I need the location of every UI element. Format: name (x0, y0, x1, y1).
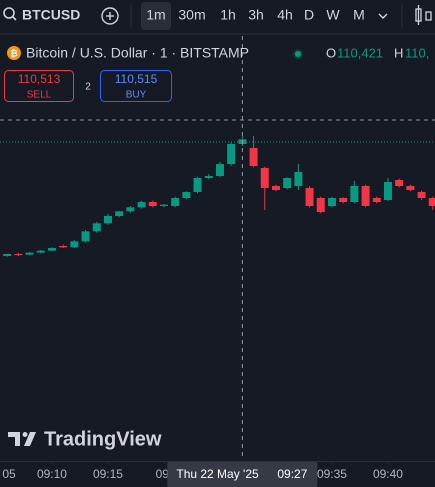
x-tick-label: 09:40 (373, 467, 403, 481)
candle-body (70, 241, 79, 248)
active-interval-bg (141, 2, 171, 30)
buy-price: 110,515 (115, 72, 158, 86)
spread: 2 (85, 82, 91, 93)
candle-body (327, 198, 336, 206)
crosshair-time-box (167, 462, 318, 487)
instrument-title: Bitcoin / U.S. Dollar · 1 · BITSTAMP (26, 45, 249, 61)
candle-body (204, 176, 213, 178)
candle-body (137, 202, 146, 208)
symbol[interactable]: BTCUSD (22, 7, 80, 23)
candle-body (14, 254, 23, 255)
candle-body (417, 192, 426, 198)
candle-body (59, 246, 68, 248)
crosshair-date: Thu 22 May '25 (176, 467, 259, 481)
interval-button[interactable]: 1m (146, 7, 165, 23)
interval-button[interactable]: W (326, 7, 340, 23)
candle-body (227, 144, 236, 164)
candle-body (428, 198, 435, 206)
interval-button[interactable]: 4h (277, 7, 293, 23)
ohlc-value: 110, (405, 45, 429, 60)
ohlc-value: 110,421 (337, 45, 383, 60)
interval-button[interactable]: M (353, 7, 365, 23)
bitcoin-icon (7, 46, 21, 60)
ohlc-label: O (326, 45, 336, 60)
candle-body (283, 178, 292, 188)
sell-button[interactable] (4, 70, 74, 102)
bitcoin-icon-glyph: ₿ (10, 48, 17, 58)
toolbar: BTCUSD 1m 30m 1h 3h 4h D W M (0, 2, 435, 35)
x-tick-label: 09:35 (317, 467, 347, 481)
candle-body (81, 231, 90, 242)
candle-body (92, 223, 101, 232)
candle-body (249, 148, 258, 166)
candle-body (126, 207, 135, 212)
ohlc-label: H (394, 45, 403, 60)
search-icon-handle (11, 15, 17, 21)
interval-button[interactable]: 3h (248, 7, 264, 23)
x-tick-label: 05 (2, 467, 16, 481)
candle-body (193, 178, 202, 192)
candle-body (171, 198, 180, 206)
candle-body (260, 168, 269, 188)
interval-dropdown[interactable] (378, 13, 388, 19)
watermark-text: TradingView (44, 428, 162, 450)
legend: ₿ Bitcoin / U.S. Dollar · 1 · BITSTAMP O… (4, 45, 429, 102)
buy-button[interactable] (100, 70, 172, 102)
interval-group: 1m 30m 1h 3h 4h D W M (146, 7, 365, 23)
sell-price: 110,513 (18, 72, 61, 86)
candle-body (115, 211, 124, 216)
candle-body (271, 186, 280, 190)
interval-button[interactable]: 30m (178, 7, 205, 23)
candle-body (339, 198, 348, 202)
candle-body (406, 186, 415, 190)
candle-body (3, 254, 12, 256)
watermark: TradingView (8, 428, 162, 450)
plot (0, 36, 435, 460)
candle-body (215, 164, 224, 176)
candle-body (361, 186, 370, 206)
candle-body (350, 186, 359, 202)
logo-part (24, 432, 36, 446)
sell-label: SELL (27, 90, 52, 101)
market-status (295, 51, 301, 57)
candle-body (36, 250, 45, 253)
candle-body (316, 198, 325, 212)
x-tick-label: 09:10 (37, 467, 67, 481)
candle-body (395, 180, 404, 186)
candle-body (148, 202, 157, 206)
logo-part (8, 432, 20, 446)
candle-body (47, 248, 56, 251)
logo-part (22, 432, 28, 437)
candle-body (182, 192, 191, 198)
chart-type-icon (425, 11, 432, 21)
search-icon[interactable] (3, 7, 15, 19)
interval-button[interactable]: D (304, 7, 314, 23)
candle-body (25, 252, 34, 255)
candle-body (372, 198, 381, 202)
x-tick-label: 09:15 (93, 467, 123, 481)
candle-body (103, 216, 112, 224)
candle-body (159, 204, 168, 206)
candle-body (294, 172, 303, 186)
candle-body (383, 182, 392, 200)
candle-body (305, 188, 314, 206)
interval-button[interactable]: 1h (220, 7, 236, 23)
buy-label: BUY (126, 90, 147, 101)
crosshair-time: 09:27 (277, 467, 307, 481)
add-symbol-button[interactable] (101, 7, 119, 25)
